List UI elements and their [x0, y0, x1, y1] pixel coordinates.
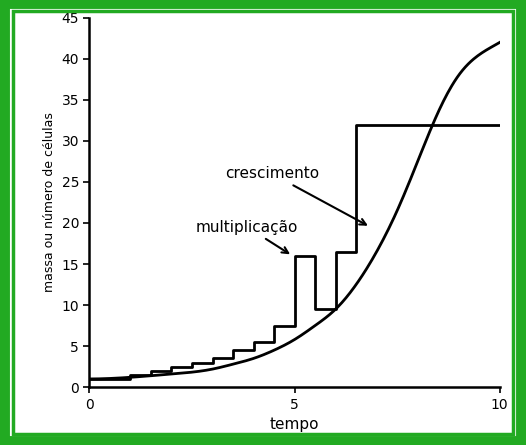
- Text: crescimento: crescimento: [225, 166, 366, 225]
- X-axis label: tempo: tempo: [270, 417, 319, 432]
- Y-axis label: massa ou número de células: massa ou número de células: [43, 113, 56, 292]
- Text: multiplicação: multiplicação: [196, 219, 298, 253]
